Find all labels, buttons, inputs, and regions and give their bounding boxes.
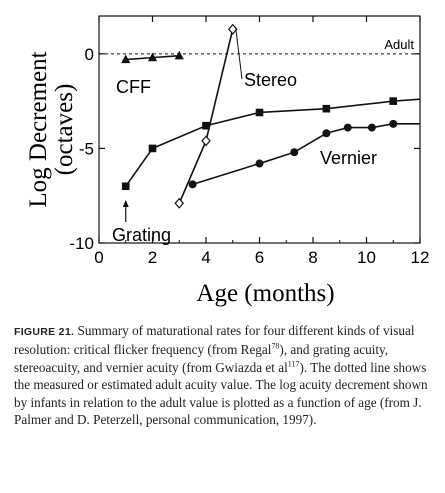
x-tick-label: 8 (308, 248, 317, 267)
adult-label: Adult (384, 37, 414, 52)
y-axis-label-line1: Log Decrement (25, 51, 52, 207)
cff-point (147, 52, 158, 62)
x-tick-label: 2 (148, 248, 157, 267)
grating-point (202, 121, 210, 130)
grating-point (121, 182, 130, 191)
x-tick-label: 6 (255, 248, 264, 267)
vernier-point (322, 129, 331, 138)
vernier-point (255, 159, 264, 168)
y-axis-label-line2: (octaves) (51, 84, 78, 176)
grating-point (148, 144, 157, 153)
plot-area (121, 23, 421, 209)
x-tick-label: 0 (94, 248, 103, 267)
vernier-series-label: Vernier (320, 148, 377, 168)
figure-label: FIGURE 21. (14, 326, 75, 338)
x-tick-label: 10 (357, 248, 376, 267)
stereo-point (227, 23, 238, 35)
stereo-point (201, 135, 211, 147)
vernier-point (290, 148, 299, 157)
grating-series-line (125, 98, 421, 187)
caption-text-1: Summary of maturational rates for four d… (14, 323, 415, 358)
grating-point (255, 108, 264, 117)
chart: 0 2 4 6 8 10 12 0 -5 -10 Age (months) Log Decrement… (25, 15, 430, 307)
vernier-point (367, 123, 376, 132)
stereo-point (174, 197, 185, 209)
caption-ref-1: 78 (271, 342, 280, 352)
axes: 0 2 4 6 8 10 12 0 -5 -10 Age (months) Log Decrement… (25, 15, 430, 307)
caption-text-3: ). The dotted line shows the measured or… (14, 359, 428, 428)
stereo-label-leader (235, 28, 243, 80)
y-tick-label: -5 (79, 139, 94, 158)
y-axis-label: Log Decrement (octaves) (25, 51, 78, 207)
grating-arrow-head (122, 200, 129, 207)
cff-point (174, 50, 184, 60)
x-tick-label: 12 (411, 248, 430, 267)
y-tick-label: 0 (85, 45, 94, 64)
vernier-point (389, 119, 398, 128)
stereo-series-label: Stereo (244, 70, 297, 90)
grating-series-label: Grating (112, 225, 171, 245)
vernier-point (188, 180, 197, 189)
y-tick-label: -10 (69, 234, 94, 253)
caption-ref-2: 117 (287, 359, 300, 369)
cff-point (121, 54, 131, 64)
cff-series-label: CFF (116, 77, 151, 97)
grating-point (389, 97, 398, 105)
caption-text-2: ), and grating acuity, stereoacuity, and… (14, 342, 389, 375)
figure-caption: FIGURE 21. Summary of maturational rates… (14, 322, 434, 428)
stereo-series-line (178, 29, 234, 204)
annotations: Adult CFF Stereo Vernier Grating (112, 28, 414, 245)
x-tick-label: 4 (201, 248, 210, 267)
x-axis-label: Age (months) (196, 280, 334, 307)
vernier-point (343, 123, 352, 132)
vernier-series-line (192, 123, 420, 186)
grating-point (322, 104, 331, 113)
